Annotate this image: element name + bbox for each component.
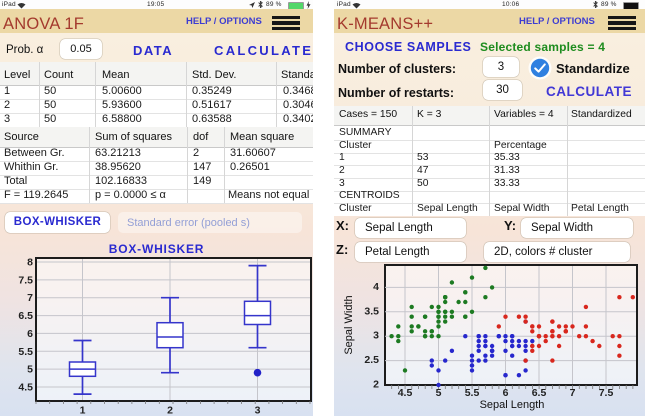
svg-text:7.5: 7.5 <box>18 274 33 286</box>
svg-text:4.5: 4.5 <box>398 387 413 399</box>
svg-text:6.5: 6.5 <box>18 310 33 322</box>
svg-text:4.5: 4.5 <box>18 382 33 394</box>
svg-text:2: 2 <box>373 379 379 391</box>
svg-text:7: 7 <box>27 292 33 304</box>
svg-text:5.5: 5.5 <box>18 346 33 358</box>
svg-text:Sepal Length: Sepal Length <box>480 399 545 411</box>
svg-text:3: 3 <box>373 330 379 342</box>
svg-text:6.5: 6.5 <box>532 387 547 399</box>
svg-text:6: 6 <box>27 328 33 340</box>
svg-text:Sepal Width: Sepal Width <box>343 295 355 354</box>
svg-text:5.5: 5.5 <box>465 387 480 399</box>
svg-text:5: 5 <box>27 364 33 376</box>
svg-text:2.5: 2.5 <box>364 354 379 366</box>
svg-text:6: 6 <box>503 387 509 399</box>
svg-text:2: 2 <box>167 405 173 416</box>
svg-text:7: 7 <box>570 387 576 399</box>
svg-text:8: 8 <box>27 257 33 269</box>
svg-text:4: 4 <box>373 281 379 293</box>
svg-text:5: 5 <box>436 387 442 399</box>
svg-text:1: 1 <box>80 405 86 416</box>
svg-text:3.5: 3.5 <box>364 305 379 317</box>
svg-text:7.5: 7.5 <box>599 387 614 399</box>
svg-text:3: 3 <box>255 405 261 416</box>
